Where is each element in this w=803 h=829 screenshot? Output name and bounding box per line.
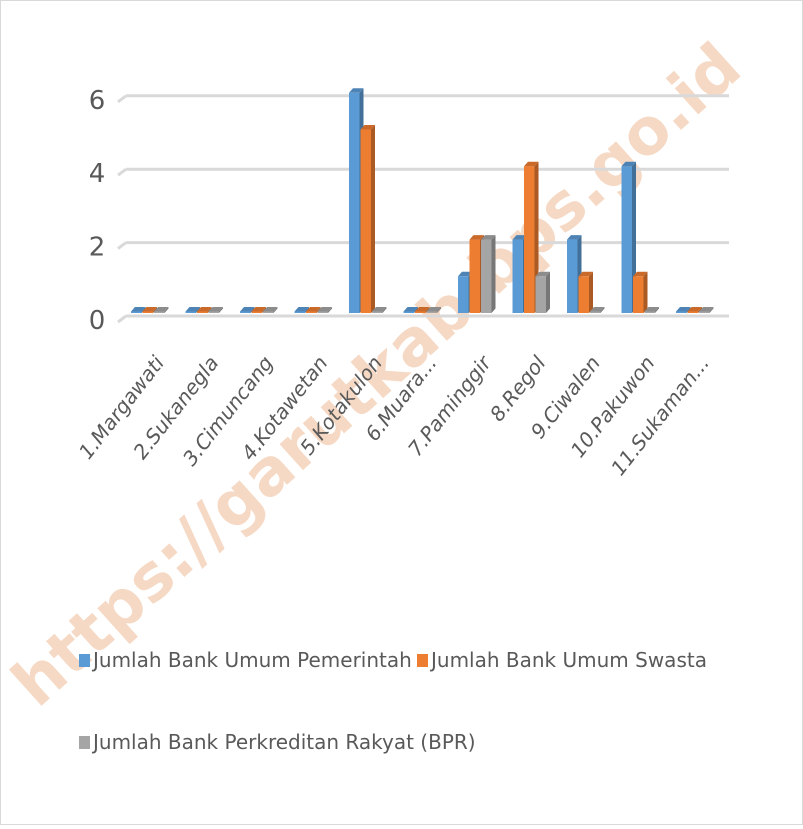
bars	[131, 88, 714, 313]
legend-swatch	[79, 736, 90, 749]
bar	[317, 307, 332, 313]
bar	[481, 235, 496, 313]
category-label: 11.Sukaman...	[606, 351, 714, 480]
bar	[372, 307, 387, 313]
gridline-depth	[117, 94, 127, 104]
y-tick-label: 4	[89, 159, 106, 189]
bar	[360, 125, 375, 313]
y-tick-label: 0	[89, 306, 106, 336]
bar	[426, 307, 441, 313]
bar	[263, 307, 278, 313]
bar	[578, 271, 593, 313]
legend-label: Jumlah Bank Perkreditan Rakyat (BPR)	[91, 730, 476, 754]
legend-swatch	[417, 654, 428, 667]
legend-label: Jumlah Bank Umum Swasta	[429, 648, 707, 672]
gridline-depth	[117, 167, 127, 177]
y-tick-label: 2	[89, 233, 106, 263]
bar	[535, 271, 550, 313]
legend-swatch	[79, 654, 90, 667]
bar	[208, 307, 223, 313]
legend-label: Jumlah Bank Umum Pemerintah	[91, 648, 412, 672]
bar	[644, 307, 659, 313]
bar	[699, 307, 714, 313]
bar	[633, 271, 648, 313]
bar	[154, 307, 169, 313]
bar	[590, 307, 605, 313]
gridline-depth	[117, 314, 127, 324]
gridline-depth	[117, 241, 127, 250]
legend: Jumlah Bank Umum Pemerintah Jumlah Bank U…	[79, 648, 707, 754]
y-tick-label: 6	[89, 86, 106, 116]
y-axis-ticks: 0 2 4 6	[89, 86, 106, 336]
